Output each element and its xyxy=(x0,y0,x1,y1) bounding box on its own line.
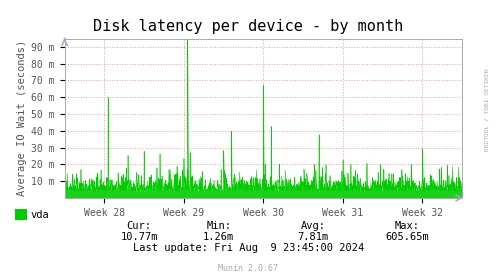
Text: RRDTOOL / TOBI OETIKER: RRDTOOL / TOBI OETIKER xyxy=(485,69,490,151)
Text: 7.81m: 7.81m xyxy=(298,232,329,242)
Y-axis label: Average IO Wait (seconds): Average IO Wait (seconds) xyxy=(17,40,27,196)
Text: 605.65m: 605.65m xyxy=(386,232,429,242)
Text: Last update: Fri Aug  9 23:45:00 2024: Last update: Fri Aug 9 23:45:00 2024 xyxy=(133,243,364,253)
Text: Cur:: Cur: xyxy=(127,221,152,231)
Text: vda: vda xyxy=(31,210,50,219)
Text: Disk latency per device - by month: Disk latency per device - by month xyxy=(93,19,404,34)
Text: Max:: Max: xyxy=(395,221,420,231)
Text: 10.77m: 10.77m xyxy=(120,232,158,242)
Text: Avg:: Avg: xyxy=(301,221,326,231)
Text: Munin 2.0.67: Munin 2.0.67 xyxy=(219,264,278,273)
Text: Min:: Min: xyxy=(206,221,231,231)
Text: 1.26m: 1.26m xyxy=(203,232,234,242)
